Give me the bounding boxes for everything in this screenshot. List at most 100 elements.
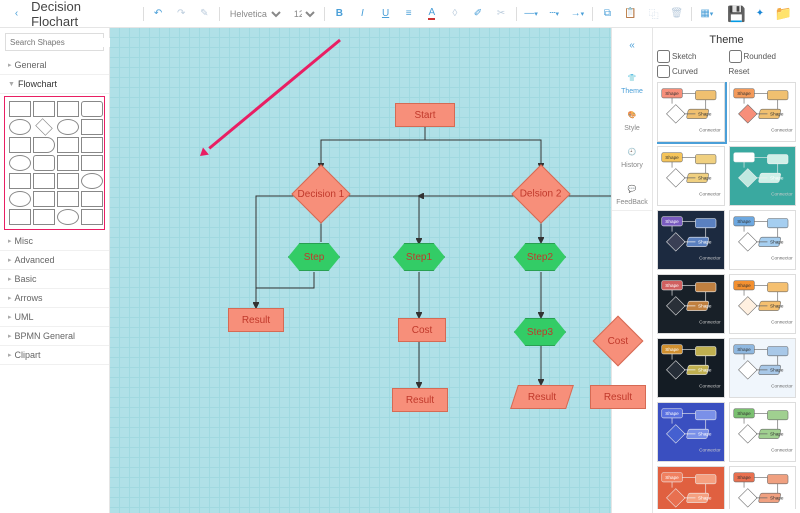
- theme-card[interactable]: Shape Shape Connector: [657, 402, 725, 462]
- shape-template[interactable]: [9, 209, 31, 225]
- line-end-icon[interactable]: →▾: [569, 5, 586, 23]
- node-d1[interactable]: Decision 1: [291, 164, 350, 223]
- theme-card[interactable]: Shape Shape Connector: [657, 274, 725, 334]
- theme-card[interactable]: Shape Shape Connector: [657, 466, 725, 509]
- shape-template[interactable]: [57, 191, 79, 207]
- shape-template[interactable]: [57, 101, 79, 117]
- shape-template[interactable]: [81, 155, 103, 171]
- canvas[interactable]: Start Decision 1 Delsion 2 Step Step1 Step2 Re…: [110, 28, 611, 513]
- node-d2[interactable]: Delsion 2: [511, 164, 570, 223]
- tab-history[interactable]: 🕘History: [619, 144, 645, 169]
- redo-icon[interactable]: ↷: [173, 5, 190, 23]
- theme-card[interactable]: Shape Shape Connector: [657, 210, 725, 270]
- category[interactable]: ▸General: [0, 56, 109, 75]
- shape-template[interactable]: [35, 118, 52, 135]
- node-res_c[interactable]: Result: [510, 385, 574, 409]
- node-step_a[interactable]: Step: [288, 243, 340, 271]
- shape-template[interactable]: [57, 173, 79, 189]
- category[interactable]: ▸Clipart: [0, 346, 109, 365]
- back-icon[interactable]: ‹: [8, 5, 25, 23]
- cut-icon[interactable]: ✂: [493, 5, 510, 23]
- opt-rounded[interactable]: Rounded: [729, 50, 797, 63]
- shape-template[interactable]: [9, 191, 31, 207]
- copy-icon[interactable]: ⧉: [599, 5, 616, 23]
- theme-card[interactable]: Shape Shape Connector: [657, 82, 725, 142]
- shape-template[interactable]: [9, 155, 31, 171]
- shape-template[interactable]: [9, 119, 31, 135]
- shape-template[interactable]: [57, 155, 79, 171]
- theme-card[interactable]: Shape Shape Connector: [657, 146, 725, 206]
- edit-icon[interactable]: ✐: [469, 5, 486, 23]
- tab-style[interactable]: 🎨Style: [619, 107, 645, 132]
- theme-card[interactable]: Shape Shape Connector: [729, 402, 797, 462]
- save-icon[interactable]: 💾: [727, 5, 745, 23]
- theme-card[interactable]: Shape Shape Connector: [729, 82, 797, 142]
- shape-template[interactable]: [81, 137, 103, 153]
- search-shapes[interactable]: 🔍: [5, 33, 104, 51]
- search-input[interactable]: [10, 38, 120, 47]
- shape-template[interactable]: [81, 173, 103, 189]
- tab-theme[interactable]: 👕Theme: [619, 70, 645, 95]
- clone-icon[interactable]: ⿻: [645, 5, 662, 23]
- node-step2[interactable]: Step2: [514, 243, 566, 271]
- shape-template[interactable]: [81, 119, 103, 135]
- node-cost1[interactable]: Cost: [398, 318, 446, 342]
- category[interactable]: ▸BPMN General: [0, 327, 109, 346]
- highlight-icon[interactable]: ◊: [446, 5, 463, 23]
- category[interactable]: ▸Misc: [0, 232, 109, 251]
- node-res_b[interactable]: Result: [392, 388, 448, 412]
- reset-button[interactable]: Reset: [729, 65, 797, 78]
- category-flowchart[interactable]: ▼Flowchart: [0, 75, 109, 94]
- shape-template[interactable]: [57, 119, 79, 135]
- collapse-icon[interactable]: «: [619, 32, 645, 58]
- shape-template[interactable]: [33, 155, 55, 171]
- theme-card[interactable]: Shape Shape Connector: [729, 274, 797, 334]
- folder-icon[interactable]: 📁: [775, 5, 792, 23]
- font-family-select[interactable]: Helvetica: [226, 8, 284, 20]
- shape-template[interactable]: [81, 191, 103, 207]
- underline-icon[interactable]: U: [377, 5, 394, 23]
- node-step3[interactable]: Step3: [514, 318, 566, 346]
- share-icon[interactable]: ✦: [751, 5, 768, 23]
- line-start-icon[interactable]: —▾: [523, 5, 540, 23]
- category[interactable]: ▸Arrows: [0, 289, 109, 308]
- shape-template[interactable]: [33, 173, 55, 189]
- shape-template[interactable]: [33, 101, 55, 117]
- delete-icon[interactable]: 🗑: [668, 5, 685, 23]
- node-res_d[interactable]: Result: [590, 385, 646, 409]
- theme-card[interactable]: Shape Shape Connector: [729, 466, 797, 509]
- undo-icon[interactable]: ↶: [150, 5, 167, 23]
- tab-feedback[interactable]: 💬FeedBack: [619, 181, 645, 206]
- node-start[interactable]: Start: [395, 103, 455, 127]
- shape-template[interactable]: [81, 101, 103, 117]
- font-size-select[interactable]: 12: [290, 8, 318, 20]
- shape-template[interactable]: [9, 101, 31, 117]
- shape-template[interactable]: [9, 137, 31, 153]
- italic-icon[interactable]: I: [354, 5, 371, 23]
- theme-card[interactable]: Shape Shape Connector: [729, 146, 797, 206]
- grid-icon[interactable]: ▦▾: [698, 5, 715, 23]
- shape-template[interactable]: [57, 209, 79, 225]
- format-painter-icon[interactable]: ✎: [196, 5, 213, 23]
- bold-icon[interactable]: B: [331, 5, 348, 23]
- shape-template[interactable]: [9, 173, 31, 189]
- theme-card[interactable]: Shape Shape Connector: [729, 338, 797, 398]
- font-color-icon[interactable]: A: [423, 5, 440, 23]
- theme-card[interactable]: Shape Shape Connector: [657, 338, 725, 398]
- shape-template[interactable]: [33, 137, 55, 153]
- align-icon[interactable]: ≡: [400, 5, 417, 23]
- category[interactable]: ▸Basic: [0, 270, 109, 289]
- shape-template[interactable]: [57, 137, 79, 153]
- node-res_a[interactable]: Result: [228, 308, 284, 332]
- category[interactable]: ▸UML: [0, 308, 109, 327]
- shape-template[interactable]: [33, 209, 55, 225]
- category[interactable]: ▸Advanced: [0, 251, 109, 270]
- node-step1[interactable]: Step1: [393, 243, 445, 271]
- theme-card[interactable]: Shape Shape Connector: [729, 210, 797, 270]
- shape-template[interactable]: [33, 191, 55, 207]
- shape-template[interactable]: [81, 209, 103, 225]
- opt-sketch[interactable]: Sketch: [657, 50, 725, 63]
- opt-curved[interactable]: Curved: [657, 65, 725, 78]
- line-style-icon[interactable]: ┄▾: [546, 5, 563, 23]
- paste-icon[interactable]: 📋: [622, 5, 639, 23]
